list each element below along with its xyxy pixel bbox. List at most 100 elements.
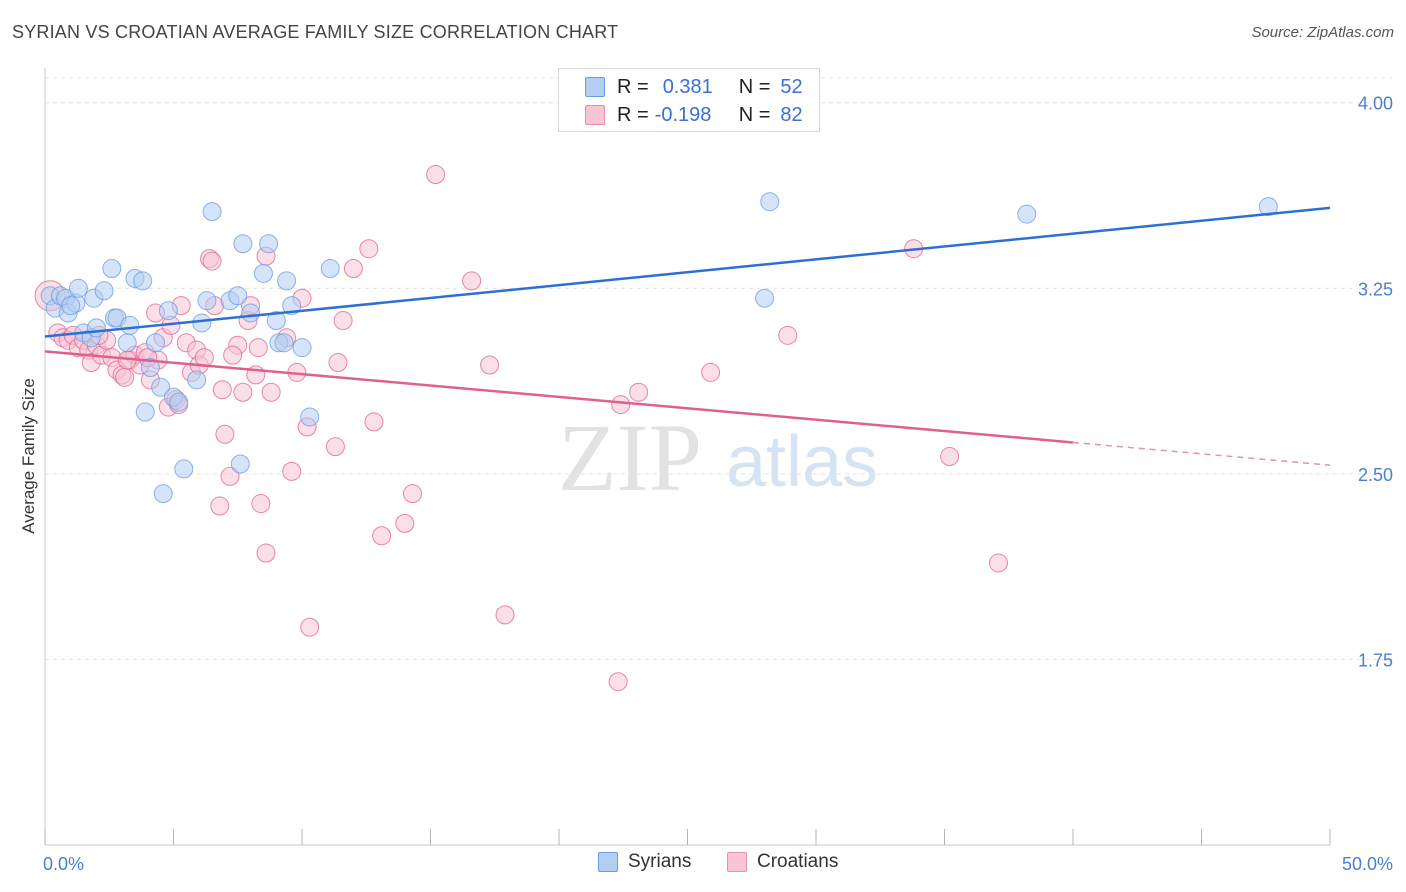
- croatian-point: [251, 494, 271, 514]
- y-tick-label: 2.50: [1358, 465, 1393, 485]
- syrian-point: [755, 288, 775, 308]
- croatian-point: [480, 355, 500, 375]
- croatian-point: [629, 382, 649, 402]
- croatians-trend-extension: [1072, 441, 1331, 466]
- syrian-point: [120, 315, 140, 335]
- n-label: N =: [738, 103, 771, 126]
- croatian-point: [343, 259, 363, 279]
- source-label: Source: ZipAtlas.com: [1251, 24, 1394, 41]
- croatian-point: [223, 345, 243, 365]
- syrian-point: [197, 291, 217, 311]
- series-legend: Syrians Croatians: [0, 851, 1406, 877]
- syrian-point: [1258, 197, 1278, 217]
- croatians-points: [34, 164, 1008, 692]
- y-tick-label: 1.75: [1358, 650, 1393, 670]
- syrian-point: [253, 263, 273, 283]
- croatian-point: [611, 395, 631, 415]
- croatian-point: [212, 380, 232, 400]
- y-tick-label: 4.00: [1358, 94, 1393, 114]
- croatian-point: [403, 484, 423, 504]
- croatian-point: [215, 424, 235, 444]
- n-label: N =: [738, 75, 771, 98]
- syrian-point: [259, 234, 279, 254]
- syrian-point: [68, 278, 88, 298]
- n-value: 82: [780, 103, 803, 126]
- trend-lines: [44, 206, 1331, 466]
- legend-item-syrians[interactable]: Syrians: [598, 851, 691, 873]
- syrian-point: [102, 259, 122, 279]
- r-label: R =: [617, 75, 649, 98]
- syrian-point: [174, 459, 194, 479]
- croatian-point: [202, 251, 222, 271]
- croatian-point: [988, 553, 1008, 573]
- syrians-swatch: [585, 77, 605, 97]
- watermark-zip: ZIP: [558, 404, 702, 511]
- croatians-swatch: [585, 105, 605, 125]
- syrian-point: [1017, 204, 1037, 224]
- croatian-point: [333, 310, 353, 330]
- syrian-point: [169, 392, 189, 412]
- syrian-point: [300, 407, 320, 427]
- croatian-point: [328, 353, 348, 373]
- legend-row-croatians: R = -0.198 N = 82: [559, 101, 803, 129]
- syrian-point: [94, 281, 114, 301]
- croatian-point: [608, 672, 628, 692]
- syrian-point: [282, 296, 302, 316]
- r-label: R =: [617, 103, 649, 126]
- y-axis-title: Average Family Size: [19, 378, 38, 534]
- axes: [44, 68, 1331, 846]
- croatian-point: [426, 164, 446, 184]
- croatian-point: [261, 382, 281, 402]
- croatian-point: [940, 447, 960, 467]
- x-tick-label: 50.0%: [1342, 854, 1393, 874]
- syrian-point: [135, 402, 155, 422]
- croatian-point: [115, 367, 135, 387]
- syrian-point: [192, 313, 212, 333]
- watermark: ZIP atlas: [558, 404, 878, 511]
- croatian-point: [495, 605, 515, 625]
- croatian-point: [282, 461, 302, 481]
- stats-legend: R = 0.381 N = 52 R = -0.198 N = 82: [558, 68, 820, 132]
- croatians-trend-line: [44, 350, 1074, 444]
- legend-item-croatians[interactable]: Croatians: [727, 851, 838, 873]
- croatian-point: [778, 325, 798, 345]
- croatian-point: [300, 617, 320, 637]
- syrians-legend-label: Syrians: [628, 851, 692, 872]
- y-tick-label: 3.25: [1358, 279, 1393, 299]
- syrian-point: [117, 333, 137, 353]
- croatian-point: [220, 466, 240, 486]
- syrians-points: [40, 192, 1278, 504]
- croatian-point: [701, 362, 721, 382]
- syrian-point: [187, 370, 207, 390]
- syrian-point: [153, 484, 173, 504]
- syrian-point: [760, 192, 780, 212]
- r-value: -0.198: [654, 103, 712, 126]
- syrian-point: [151, 377, 171, 397]
- x-tick-label: 0.0%: [43, 854, 84, 874]
- croatians-legend-label: Croatians: [757, 851, 839, 872]
- syrian-point: [230, 454, 250, 474]
- tick-labels: 1.75 2.50 3.25 4.00 0.0% 50.0%: [43, 94, 1393, 874]
- croatian-point: [256, 543, 276, 563]
- watermark-atlas: atlas: [726, 422, 878, 502]
- syrian-point: [274, 333, 294, 353]
- croatian-point: [372, 526, 392, 546]
- croatian-point: [359, 239, 379, 259]
- syrians-trend-line: [44, 206, 1331, 338]
- syrian-point: [140, 357, 160, 377]
- chart-title: SYRIAN VS CROATIAN AVERAGE FAMILY SIZE C…: [12, 22, 619, 42]
- n-value: 52: [780, 75, 803, 98]
- croatian-point: [462, 271, 482, 291]
- croatian-point: [395, 513, 415, 533]
- syrian-point: [233, 234, 253, 254]
- croatian-point: [364, 412, 384, 432]
- syrian-point: [241, 303, 261, 323]
- syrian-point: [228, 286, 248, 306]
- croatian-point: [248, 338, 268, 358]
- syrians-legend-swatch: [598, 852, 618, 872]
- syrian-point: [320, 259, 340, 279]
- syrian-point: [292, 338, 312, 358]
- syrian-point: [61, 296, 81, 316]
- syrian-point: [158, 301, 178, 321]
